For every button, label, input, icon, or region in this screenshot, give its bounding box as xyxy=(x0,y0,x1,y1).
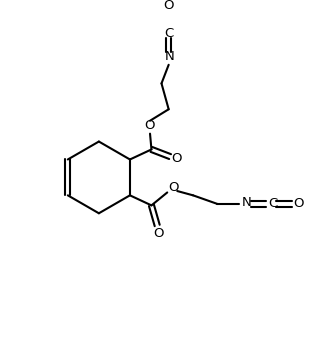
Text: O: O xyxy=(163,0,174,12)
Text: O: O xyxy=(171,151,182,165)
Text: C: C xyxy=(268,197,277,211)
Text: O: O xyxy=(144,119,155,132)
Text: O: O xyxy=(293,197,304,211)
Text: O: O xyxy=(153,227,164,240)
Text: C: C xyxy=(164,27,173,40)
Text: N: N xyxy=(165,50,175,63)
Text: O: O xyxy=(168,181,179,194)
Text: N: N xyxy=(242,196,252,209)
